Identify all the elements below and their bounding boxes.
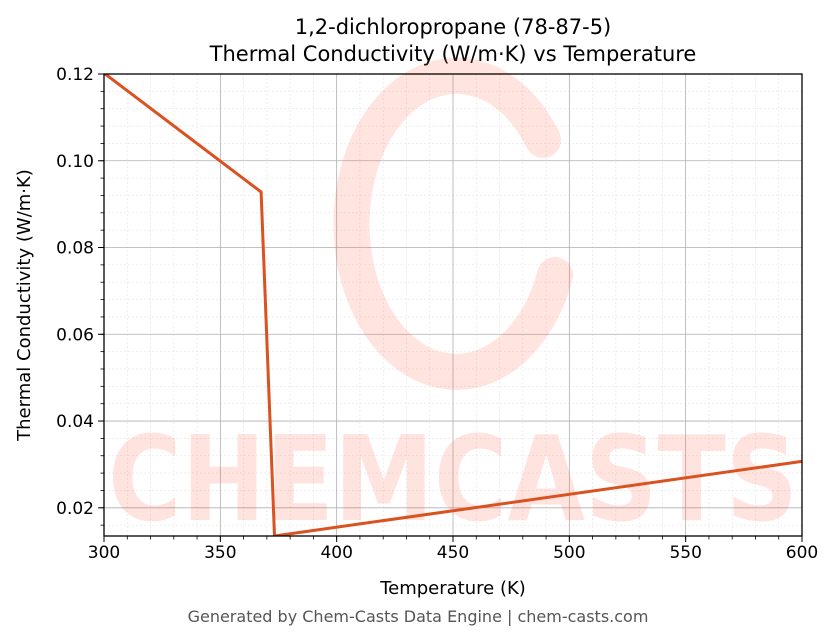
x-tick-label: 550 bbox=[669, 543, 701, 563]
chart-title-line1: 1,2-dichloropropane (78-87-5) bbox=[295, 15, 612, 39]
series-layer bbox=[104, 74, 802, 536]
x-tick-label: 450 bbox=[437, 543, 469, 563]
x-tick-label: 350 bbox=[204, 543, 236, 563]
y-axis-label: Thermal Conductivity (W/m·K) bbox=[14, 169, 35, 442]
x-tick-label: 400 bbox=[320, 543, 352, 563]
y-tick-label: 0.08 bbox=[56, 239, 94, 259]
x-tick-label: 500 bbox=[553, 543, 585, 563]
x-axis-label: Temperature (K) bbox=[379, 578, 526, 599]
series-line-0 bbox=[104, 74, 802, 536]
y-tick-label: 0.02 bbox=[56, 499, 94, 519]
y-tick-label: 0.06 bbox=[56, 325, 94, 345]
x-tick-label: 300 bbox=[88, 543, 120, 563]
chart-title-line2: Thermal Conductivity (W/m·K) vs Temperat… bbox=[209, 42, 697, 66]
watermark-logo: CHEMCASTS bbox=[108, 57, 798, 548]
y-tick-label: 0.04 bbox=[56, 412, 94, 432]
footer-credit: Generated by Chem-Casts Data Engine | ch… bbox=[187, 607, 649, 626]
x-axis: 300 350 400 450 500 550 600 bbox=[88, 536, 818, 563]
y-tick-label: 0.10 bbox=[56, 152, 94, 172]
x-tick-label: 600 bbox=[786, 543, 818, 563]
y-tick-label: 0.12 bbox=[56, 65, 94, 85]
watermark-text: CHEMCASTS bbox=[108, 410, 798, 548]
y-axis: 0.02 0.04 0.06 0.08 0.10 0.12 bbox=[56, 65, 104, 526]
